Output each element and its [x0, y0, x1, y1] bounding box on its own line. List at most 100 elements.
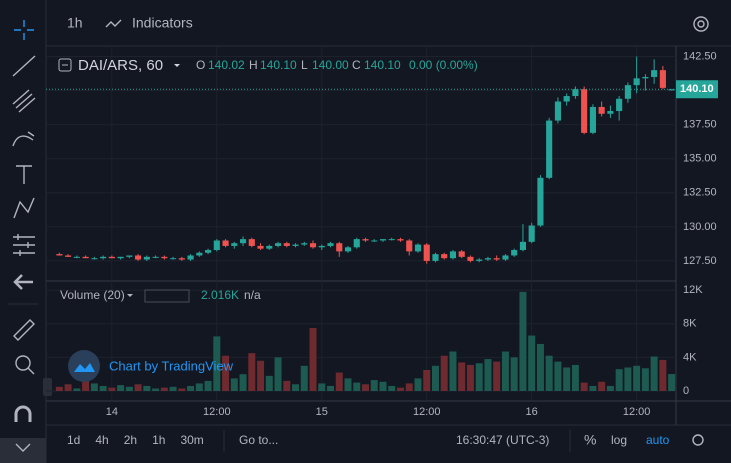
candle-body — [371, 240, 378, 242]
volume-bar — [248, 353, 256, 391]
candle-body — [414, 244, 422, 252]
interval-button[interactable]: 1h — [67, 15, 83, 31]
candle-body — [616, 98, 623, 112]
volume-bar — [598, 381, 606, 391]
symbol-menu — [174, 64, 180, 67]
candle-body — [126, 255, 133, 257]
volume-bar — [396, 387, 404, 391]
volume-bar — [239, 374, 247, 391]
candle-body — [528, 225, 535, 242]
volume-bar — [362, 384, 369, 391]
candle-body — [65, 255, 72, 257]
volume-controls[interactable] — [144, 289, 190, 303]
candle-body — [598, 106, 605, 114]
candle-body — [467, 256, 474, 261]
volume-bar — [466, 364, 474, 391]
ruler-tool[interactable] — [13, 319, 35, 341]
volume-bar — [493, 361, 501, 391]
range-button[interactable]: 2h — [124, 433, 137, 447]
volume-bar — [195, 383, 203, 391]
time-tick-label: 12:00 — [623, 406, 651, 418]
legend-value: 140.10 — [260, 58, 297, 72]
legend-label: H — [249, 58, 258, 72]
volume-bar — [283, 380, 291, 391]
candle-body — [362, 239, 369, 241]
watermark-logo — [68, 350, 100, 382]
goto-button[interactable]: Go to... — [239, 433, 278, 447]
symbol[interactable]: DAI/ARS, 60 — [78, 57, 163, 74]
candle-body — [292, 244, 299, 246]
candle-body — [344, 247, 352, 252]
volume-bar — [117, 385, 125, 391]
candle-body — [537, 177, 544, 226]
volume-bar — [213, 336, 221, 391]
clock: 16:30:47 (UTC-3) — [456, 433, 549, 447]
volume-bar — [169, 386, 177, 391]
watermark[interactable]: Chart by TradingView — [109, 358, 234, 373]
fib-tool[interactable] — [12, 89, 36, 113]
candle-body — [511, 250, 518, 256]
volume-bar — [353, 382, 361, 391]
volume-value: 2.016K — [201, 288, 239, 302]
candle-body — [91, 258, 98, 260]
volume-bar — [187, 385, 195, 391]
volume-bar — [222, 355, 230, 391]
candle-body — [170, 258, 177, 260]
volume-tick-label: 0 — [683, 385, 689, 397]
candle-body — [257, 245, 264, 249]
volume-bar — [545, 355, 553, 391]
axis-settings[interactable] — [692, 434, 704, 446]
magnet-tool[interactable] — [14, 405, 32, 422]
volume-bar — [370, 380, 378, 391]
trend-line-tool[interactable] — [12, 55, 36, 77]
candle-body — [449, 251, 457, 259]
volume-bar — [615, 369, 623, 391]
volume-bar — [423, 370, 431, 391]
volume-bar — [431, 365, 439, 391]
volume-bar — [309, 328, 317, 391]
volume-bar — [440, 355, 448, 391]
volume-bar — [449, 351, 457, 391]
percent-button[interactable]: % — [584, 432, 596, 448]
collapse-legend[interactable] — [58, 58, 72, 72]
top-bar — [46, 0, 731, 46]
range-button[interactable]: 4h — [95, 433, 108, 447]
price-tick-label: 142.50 — [683, 50, 717, 62]
prediction-tool[interactable] — [13, 234, 35, 256]
text-tool[interactable] — [16, 165, 32, 184]
range-button[interactable]: 30m — [180, 433, 203, 447]
volume-bar — [335, 372, 343, 391]
auto-button[interactable]: auto — [646, 433, 670, 447]
volume-bar — [108, 387, 116, 391]
volume-bar — [641, 368, 649, 391]
last-price-box — [676, 80, 718, 99]
indicators-button[interactable]: Indicators — [132, 15, 193, 31]
candle-body — [406, 240, 413, 252]
candle-body — [82, 256, 89, 259]
legend-label: L — [301, 58, 308, 72]
candle-body — [196, 252, 203, 256]
collapse-toolbar[interactable] — [43, 378, 52, 396]
range-button[interactable]: 1d — [67, 433, 80, 447]
candle-body — [213, 240, 220, 251]
candle-body — [563, 96, 570, 102]
settings-icon[interactable] — [693, 16, 709, 32]
back-tool[interactable] — [13, 274, 33, 290]
log-button[interactable]: log — [611, 433, 627, 447]
volume-bar — [405, 383, 413, 391]
volume-bar — [125, 386, 133, 391]
indicators-icon — [105, 19, 122, 28]
range-button[interactable]: 1h — [152, 433, 165, 447]
volume-bar — [536, 343, 544, 391]
brush-tool[interactable] — [12, 131, 35, 147]
crosshair-tool[interactable] — [14, 20, 34, 40]
volume-tick-label: 12K — [683, 284, 703, 296]
volume-bar — [204, 380, 212, 391]
candle-body — [283, 243, 290, 246]
volume-bar — [230, 378, 238, 391]
price-tick-label: 132.50 — [683, 187, 717, 199]
candle-body — [397, 239, 404, 241]
zoom-tool[interactable] — [15, 355, 31, 371]
candle-body — [642, 76, 649, 79]
pattern-tool[interactable] — [13, 197, 35, 219]
